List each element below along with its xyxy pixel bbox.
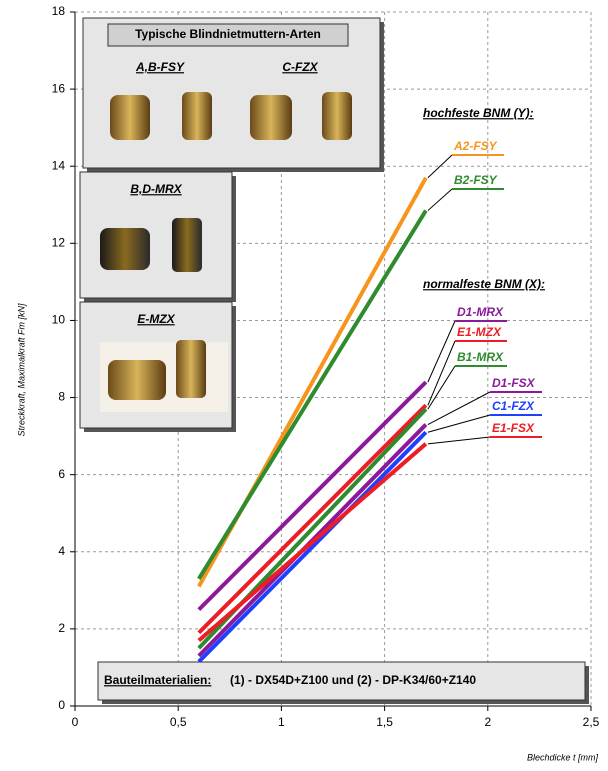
- materials-box: Bauteilmaterialien: (1) - DX54D+Z100 und…: [98, 662, 589, 704]
- y-tick-label: 4: [58, 544, 65, 558]
- type-box: Typische Blindnietmuttern-Arten A,B-FSY …: [83, 18, 384, 172]
- x-tick-label: 1,5: [376, 715, 393, 729]
- x-tick-label: 2,5: [583, 715, 600, 729]
- y-tick-label: 14: [52, 158, 66, 172]
- series-label: D1-MRX: [457, 305, 504, 319]
- series-label: D1-FSX: [492, 376, 536, 390]
- y-tick-label: 10: [52, 313, 66, 327]
- mzx-box: E-MZX: [80, 302, 236, 432]
- x-tick-label: 2: [484, 715, 491, 729]
- box-label: E-MZX: [137, 312, 175, 326]
- series-label: C1-FZX: [492, 399, 535, 413]
- box-title: Typische Blindnietmuttern-Arten: [135, 27, 321, 41]
- y-tick-label: 0: [58, 698, 65, 712]
- group-label: hochfeste BNM (Y):: [423, 106, 534, 120]
- x-tick-label: 1: [278, 715, 285, 729]
- chart: 0 2 4 6 8 10 12 14 16 18 0 0,5 1 1,5 2 2,5 Streckkraft,…: [0, 0, 608, 771]
- leader-line: [428, 415, 490, 432]
- group-label: normalfeste BNM (X):: [423, 277, 545, 291]
- box-label: B,D-MRX: [130, 182, 182, 196]
- series-line: [199, 444, 426, 641]
- y-tick-label: 6: [58, 467, 65, 481]
- series-line: [199, 432, 426, 661]
- series-label: E1-MZX: [457, 325, 502, 339]
- series-label: A2-FSY: [453, 139, 498, 153]
- series-label: B2-FSY: [454, 173, 498, 187]
- materials-text: (1) - DX54D+Z100 und (2) - DP-K34/60+Z14…: [230, 673, 476, 687]
- leader-line: [428, 189, 452, 211]
- x-axis-label: Blechdicke t [mm]: [527, 752, 599, 762]
- y-tick-label: 18: [52, 4, 66, 18]
- y-axis-label: Streckkraft, Maximalkraft Fm [kN]: [16, 303, 26, 437]
- y-tick-label: 2: [58, 621, 65, 635]
- y-tick-label: 16: [52, 81, 66, 95]
- mrx-box: B,D-MRX: [80, 172, 236, 302]
- leader-line: [428, 392, 490, 425]
- y-tick-label: 8: [58, 390, 65, 404]
- x-tick-label: 0,5: [170, 715, 187, 729]
- series-label: B1-MRX: [457, 350, 504, 364]
- series-line: [199, 405, 426, 632]
- series-label: E1-FSX: [492, 421, 535, 435]
- leader-line: [428, 437, 490, 444]
- x-tick-label: 0: [72, 715, 79, 729]
- box-label: A,B-FSY: [135, 60, 185, 74]
- y-tick-label: 12: [52, 236, 66, 250]
- materials-label: Bauteilmaterialien:: [104, 673, 211, 687]
- box-label: C-FZX: [282, 60, 318, 74]
